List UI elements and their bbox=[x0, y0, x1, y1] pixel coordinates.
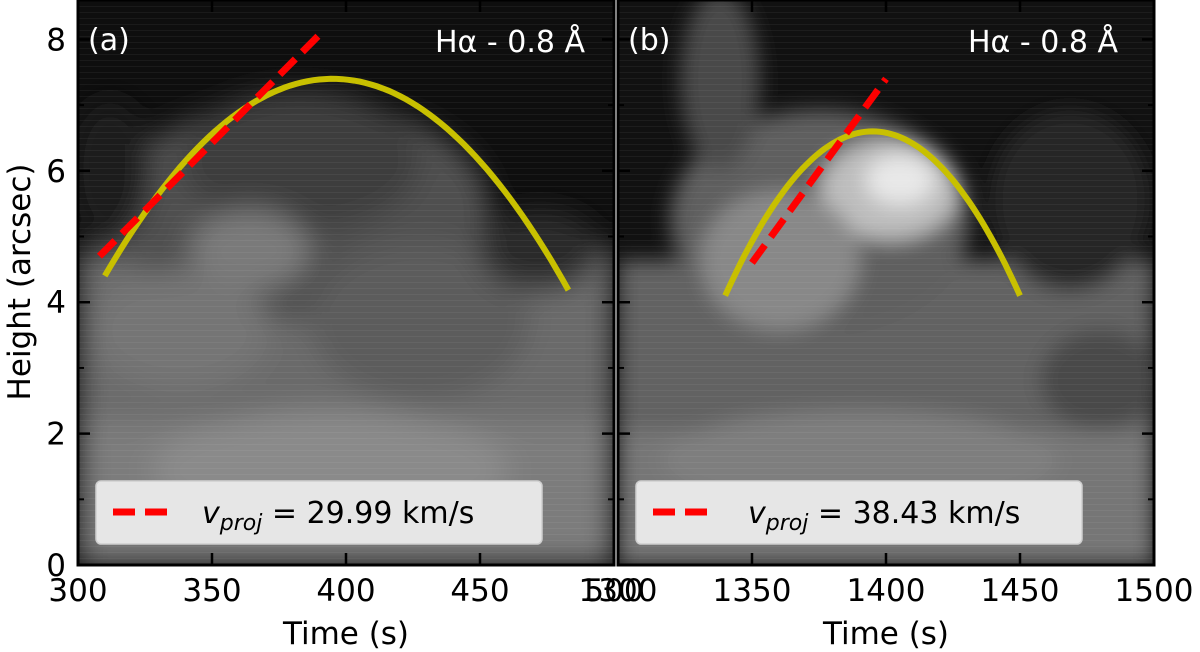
y-axis-label: Height (arcsec) bbox=[2, 164, 38, 401]
panel-b-xtick-label: 1300 bbox=[579, 573, 658, 609]
panel-b-velocity-fit-line bbox=[749, 76, 889, 265]
panel-a-parabola-fit-line bbox=[102, 75, 572, 292]
panel-b-legend: vproj = 38.43 km/s bbox=[635, 480, 1083, 545]
x-axis-label-a: Time (s) bbox=[282, 616, 409, 652]
panel-a-ticks: 300 350 400 450 500 0 2 4 6 8 bbox=[46, 0, 644, 609]
panel-a-title: Hα - 0.8 Å bbox=[435, 24, 585, 60]
panel-a: 300 350 400 450 500 0 2 4 6 8 (a) Hα - 0.8 Å vpro… bbox=[46, 0, 644, 609]
panel-b-letter: (b) bbox=[628, 23, 670, 58]
panel-b: 1300 1350 1400 1450 1500 (b) Hα - 0.8 Å vpro… bbox=[579, 0, 1194, 609]
panel-a-ytick-label: 0 bbox=[46, 548, 66, 584]
panel-b-xtick-label: 1500 bbox=[1115, 573, 1194, 609]
panel-a-legend-subscript: proj bbox=[219, 511, 263, 536]
panel-b-parabola-fit-line bbox=[722, 128, 1023, 297]
panel-b-xtick-label: 1400 bbox=[847, 573, 926, 609]
panel-a-legend-symbol: v bbox=[202, 496, 221, 531]
panel-a-xtick-label: 400 bbox=[316, 573, 375, 609]
panel-a-xtick-label: 450 bbox=[450, 573, 509, 609]
panel-a-ytick-label: 8 bbox=[46, 22, 66, 58]
x-axis-label-b: Time (s) bbox=[822, 616, 949, 652]
panel-a-ytick-label: 2 bbox=[46, 417, 66, 453]
panel-a-legend-label: vproj = 29.99 km/s bbox=[202, 496, 474, 536]
panel-b-legend-symbol: v bbox=[748, 496, 767, 531]
panel-a-ytick-label: 4 bbox=[46, 285, 66, 321]
panel-a-velocity-fit-line bbox=[96, 27, 328, 259]
panel-b-data-marks bbox=[722, 76, 1023, 297]
panel-a-ytick-label: 6 bbox=[46, 154, 66, 190]
panel-a-legend-value: = 29.99 km/s bbox=[262, 496, 474, 531]
panel-b-title: Hα - 0.8 Å bbox=[968, 24, 1118, 60]
panel-b-legend-label: vproj = 38.43 km/s bbox=[748, 496, 1020, 536]
panel-b-xtick-label: 1350 bbox=[713, 573, 792, 609]
panel-a-data-marks bbox=[96, 27, 572, 292]
panel-a-xtick-label: 500 bbox=[584, 573, 643, 609]
panel-b-legend-value: = 38.43 km/s bbox=[808, 496, 1020, 531]
panel-b-xtick-label: 1450 bbox=[981, 573, 1060, 609]
panel-a-xtick-label: 300 bbox=[48, 573, 107, 609]
panel-a-background-image bbox=[78, 0, 614, 565]
panel-a-letter: (a) bbox=[88, 23, 130, 58]
panel-a-legend-box bbox=[95, 480, 543, 545]
panel-b-legend-subscript: proj bbox=[765, 511, 809, 536]
panel-b-ticks: 1300 1350 1400 1450 1500 bbox=[579, 0, 1194, 609]
panel-a-xtick-label: 350 bbox=[182, 573, 241, 609]
panel-b-legend-box bbox=[635, 480, 1083, 545]
panel-a-legend: vproj = 29.99 km/s bbox=[95, 480, 543, 545]
